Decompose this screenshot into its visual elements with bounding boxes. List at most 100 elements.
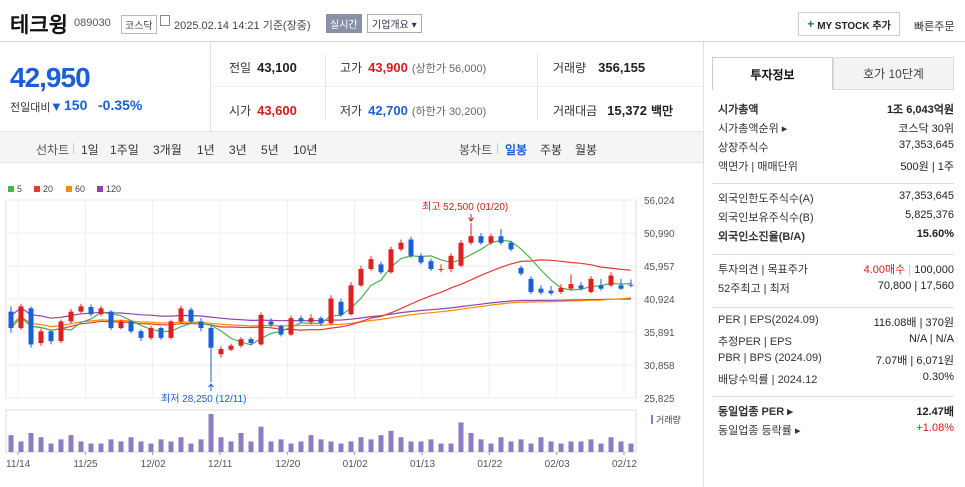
- candle-body: [558, 288, 564, 292]
- investment-info-panel: 투자정보 호가 10단계 시가총액 1조 6,043억원 시가총액순위 ▸ 코스닥 3…: [712, 57, 954, 487]
- volume-bar: [368, 439, 374, 452]
- candle-body: [418, 255, 424, 263]
- period-1d[interactable]: 1일: [81, 143, 99, 157]
- tab-order-book[interactable]: 호가 10단계: [833, 57, 954, 90]
- info-label[interactable]: 시가총액순위 ▸: [718, 123, 788, 135]
- candle-body: [458, 242, 464, 266]
- candle-body: [248, 339, 254, 344]
- info-value: 7.07배 | 6,071원: [875, 355, 954, 367]
- info-value: 5,825,376: [905, 209, 954, 221]
- add-my-stock-label: MY STOCK 추가: [817, 20, 891, 32]
- stock-name: 테크윙: [10, 14, 68, 37]
- candle-body: [188, 309, 194, 322]
- divider: [712, 307, 954, 308]
- info-label: 추정PER | EPS: [718, 336, 792, 348]
- volume-bar: [48, 443, 54, 452]
- y-tick-label: 56,024: [644, 196, 675, 207]
- line-chart-toggle[interactable]: 선차트: [36, 143, 70, 157]
- candle-body: [548, 290, 554, 294]
- volume-bar: [408, 441, 414, 452]
- info-row: 시가총액순위 ▸ 코스닥 30위: [718, 120, 954, 139]
- x-tick-label: 11/14: [6, 459, 31, 470]
- company-overview-dropdown[interactable]: 기업개요 ▾: [367, 14, 422, 33]
- target-price: 100,000: [914, 264, 954, 276]
- volume-bar: [128, 437, 134, 452]
- period-5y[interactable]: 5년: [261, 143, 279, 157]
- volume-bar: [528, 443, 534, 452]
- candle-monthly[interactable]: 월봉: [575, 143, 598, 157]
- add-my-stock-button[interactable]: + MY STOCK 추가: [798, 12, 900, 36]
- candle-daily[interactable]: 일봉: [505, 143, 528, 157]
- volume-bar: [8, 435, 14, 452]
- candle-body: [338, 301, 344, 315]
- volume-bar: [208, 414, 214, 452]
- volume-bar: [318, 439, 324, 452]
- day-low: 저가 42,700 (하한가 30,200): [340, 103, 487, 118]
- info-value: 0.30%: [922, 371, 954, 383]
- current-price-box: 42,950 전일대비 ▼ 150 -0.35%: [0, 42, 211, 131]
- volume-bar: [578, 441, 584, 452]
- x-tick-label: 12/02: [141, 459, 166, 470]
- price-chart[interactable]: 56,024 50,990 45,957 40,924 35,891 30,858 25,8…: [0, 190, 703, 487]
- volume-bar: [38, 437, 44, 452]
- candle-body: [28, 308, 34, 345]
- candle-body: [278, 326, 284, 335]
- candle-body: [58, 321, 64, 342]
- candle-body: [408, 239, 414, 256]
- candle-body: [138, 331, 144, 338]
- live-badge[interactable]: 실시간: [326, 14, 362, 33]
- candle-body: [178, 308, 184, 322]
- candle-body: [198, 321, 204, 329]
- volume-bar: [478, 439, 484, 452]
- candle-body: [618, 285, 624, 289]
- change-value: 150: [64, 97, 88, 113]
- info-label: PBR | BPS (2024.09): [718, 352, 822, 364]
- candle-body: [18, 306, 24, 329]
- period-10y[interactable]: 10년: [293, 143, 318, 157]
- candle-body: [478, 236, 484, 243]
- period-1y[interactable]: 1년: [197, 143, 215, 157]
- quick-order-link[interactable]: 빠른주문: [914, 21, 955, 33]
- volume: 거래량 356,155: [553, 60, 646, 75]
- tab-investment-info[interactable]: 투자정보: [712, 57, 833, 90]
- current-price: 42,950: [10, 62, 91, 93]
- volume-bar: [598, 443, 604, 452]
- change-label: 전일대비: [10, 102, 51, 114]
- info-label: 액면가 | 매매단위: [718, 161, 798, 173]
- volume-bar: [608, 437, 614, 452]
- quote-summary: 전일 43,100 고가 43,900 (상한가 56,000) 거래량 356,155…: [211, 42, 703, 131]
- high-arrow-icon: [468, 214, 474, 222]
- volume-bar: [628, 443, 634, 452]
- volume-bar: [398, 437, 404, 452]
- candle-weekly[interactable]: 주봉: [540, 143, 563, 157]
- low-arrow-icon: [208, 383, 214, 392]
- trade-amount: 거래대금 15,372 백만: [553, 103, 674, 118]
- volume-bar: [518, 439, 524, 452]
- volume-bar: [68, 435, 74, 452]
- volume-bar: [58, 439, 64, 452]
- volume-legend-swatch: [651, 415, 653, 424]
- candle-body: [498, 236, 504, 243]
- opinion-value: 4.00매수: [863, 264, 906, 276]
- info-label[interactable]: 동일업종 등락률 ▸: [718, 425, 801, 437]
- candle-body: [398, 242, 404, 250]
- info-value: 15.60%: [916, 228, 954, 240]
- candle-body: [128, 321, 134, 332]
- info-value: 37,353,645: [898, 139, 954, 151]
- info-row: 외국인보유주식수(B) 5,825,376: [718, 209, 954, 228]
- x-tick-label: 01/02: [343, 459, 368, 470]
- period-1w[interactable]: 1주일: [110, 143, 139, 157]
- volume-bar: [438, 443, 444, 452]
- volume-bar: [558, 443, 564, 452]
- info-row: PER | EPS(2024.09) 116.08배 | 370원: [718, 314, 954, 333]
- period-3y[interactable]: 3년: [229, 143, 247, 157]
- ma-legend-5: 5: [8, 184, 22, 194]
- candle-chart-toggle[interactable]: 봉차트: [459, 143, 493, 157]
- divider: [537, 54, 538, 120]
- low-annotation: 최저 28,250 (12/11): [161, 393, 247, 405]
- volume-bar: [268, 441, 274, 452]
- volume-bar: [218, 437, 224, 452]
- stock-code: 089030: [74, 17, 111, 29]
- info-label[interactable]: 동일업종 PER ▸: [718, 406, 793, 418]
- period-3m[interactable]: 3개월: [153, 143, 182, 157]
